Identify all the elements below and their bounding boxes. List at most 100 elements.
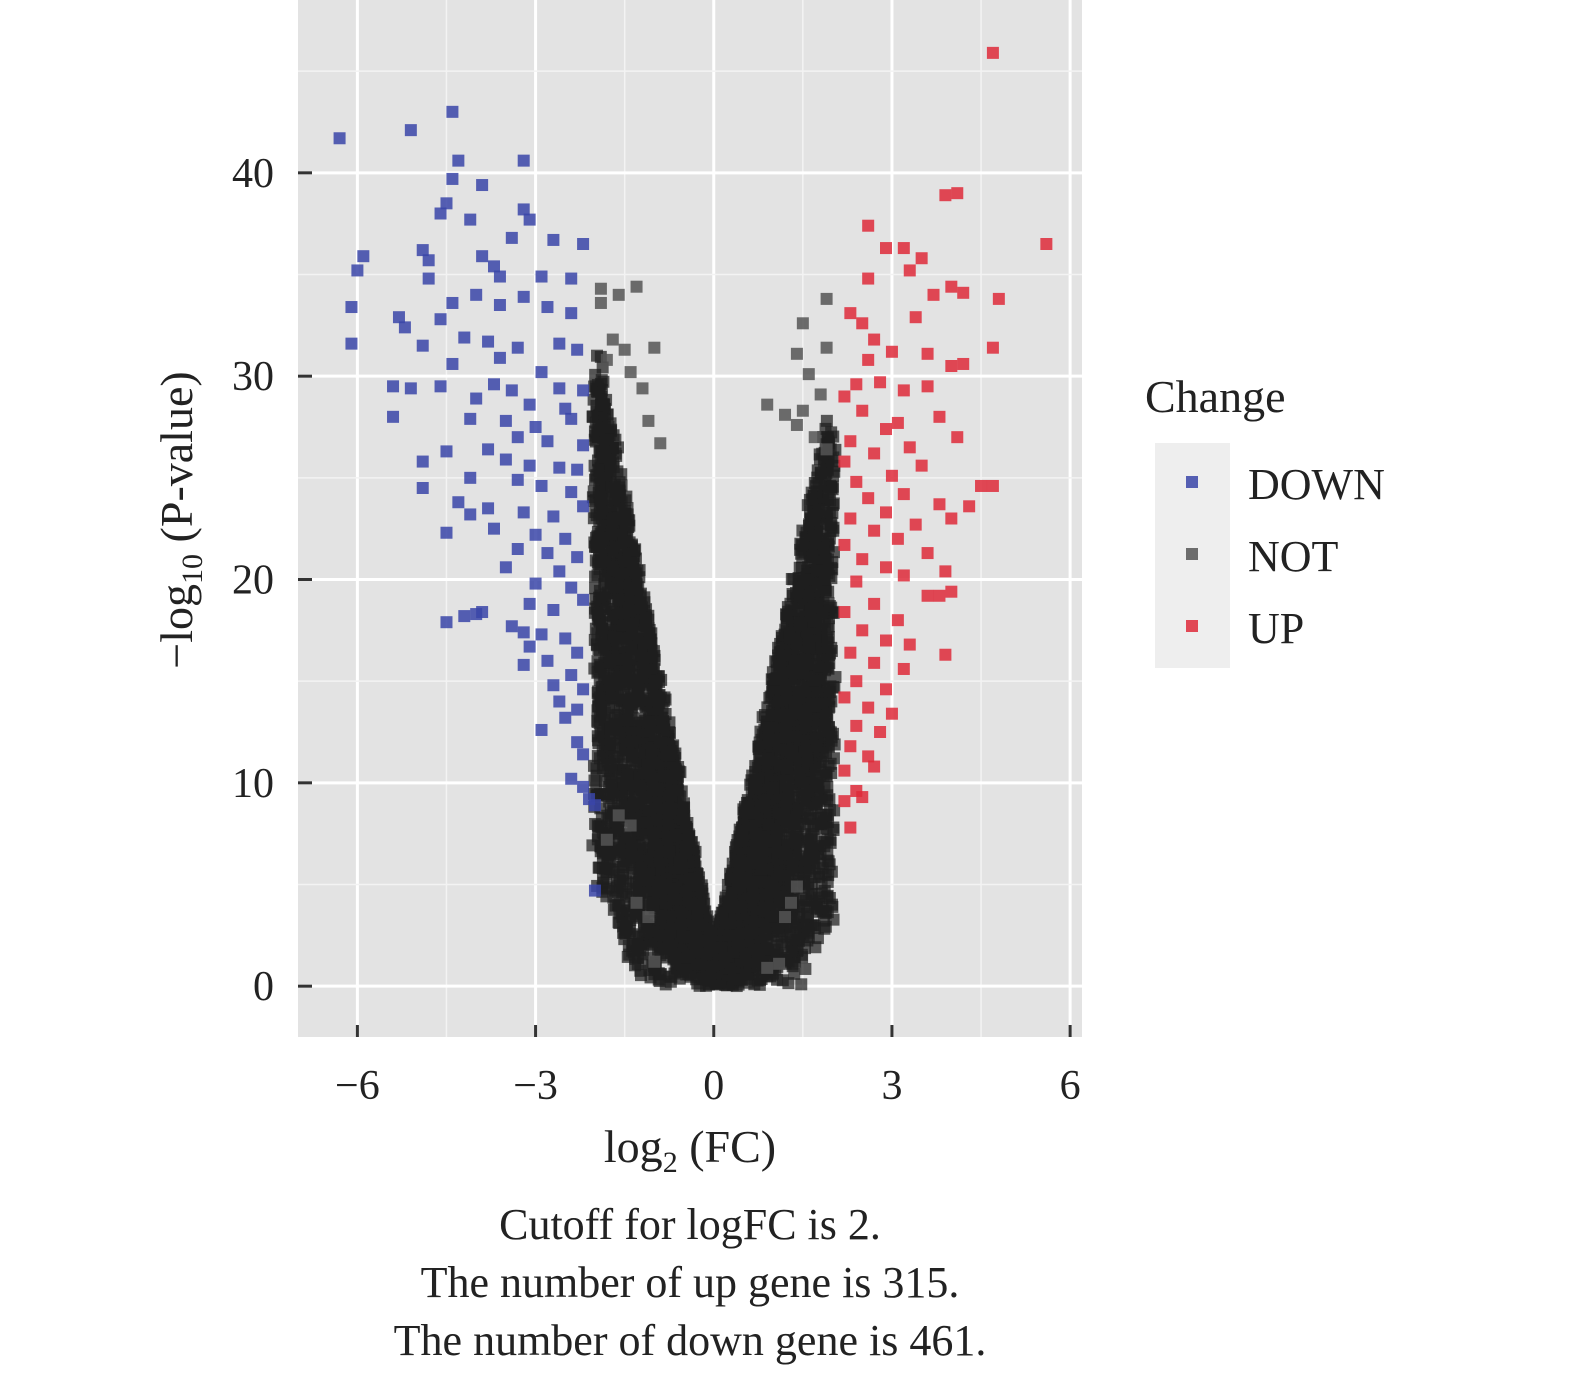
- not-point: [805, 486, 818, 499]
- not-point: [611, 824, 624, 837]
- not-point: [788, 818, 801, 831]
- not-point: [808, 477, 821, 490]
- not-point: [795, 616, 808, 629]
- not-point: [821, 875, 834, 888]
- not-point: [595, 374, 608, 387]
- not-point: [662, 819, 675, 832]
- not-point: [602, 421, 615, 434]
- not-point: [814, 467, 827, 480]
- not-point: [642, 694, 655, 707]
- not-point: [817, 914, 830, 927]
- not-point: [828, 804, 841, 817]
- not-point: [825, 645, 838, 658]
- not-point: [820, 747, 833, 760]
- not-point: [632, 940, 645, 953]
- not-point: [811, 932, 824, 945]
- data-points: [333, 46, 1053, 993]
- not-point: [631, 907, 644, 920]
- not-point: [792, 586, 805, 599]
- not-point: [805, 833, 818, 846]
- not-point: [605, 758, 618, 771]
- not-point: [677, 797, 690, 810]
- not-point: [607, 891, 620, 904]
- not-point: [802, 926, 815, 939]
- not-point: [732, 870, 745, 883]
- not-point: [780, 722, 793, 735]
- not-point: [650, 813, 663, 826]
- not-point: [818, 573, 831, 586]
- not-point: [825, 865, 838, 878]
- not-point: [620, 640, 633, 653]
- not-point: [736, 829, 749, 842]
- not-point: [624, 828, 637, 841]
- not-point: [821, 794, 834, 807]
- not-point: [601, 672, 614, 685]
- not-point: [639, 611, 652, 624]
- not-point: [821, 553, 834, 566]
- not-point: [589, 592, 602, 605]
- not-point: [788, 967, 801, 980]
- not-point: [801, 754, 814, 767]
- not-point: [599, 433, 612, 446]
- not-point: [654, 875, 667, 888]
- not-point: [591, 655, 604, 668]
- not-point: [621, 714, 634, 727]
- not-point: [802, 637, 815, 650]
- not-point: [747, 891, 760, 904]
- not-point: [738, 800, 751, 813]
- not-point: [797, 575, 810, 588]
- not-point: [591, 627, 604, 640]
- not-point: [808, 801, 821, 814]
- not-point: [780, 608, 793, 621]
- not-point: [812, 503, 825, 516]
- not-point: [809, 941, 822, 954]
- not-point: [779, 780, 792, 793]
- not-point: [822, 485, 835, 498]
- not-point: [749, 875, 762, 888]
- not-point: [635, 601, 648, 614]
- not-point: [591, 716, 604, 729]
- not-point: [825, 766, 838, 779]
- not-point: [664, 910, 677, 923]
- not-point: [592, 665, 605, 678]
- not-point: [651, 886, 664, 899]
- not-point: [592, 463, 605, 476]
- not-point: [795, 978, 808, 991]
- not-point: [820, 414, 833, 427]
- not-point: [821, 854, 834, 867]
- not-point: [587, 485, 600, 498]
- not-point: [815, 697, 828, 710]
- not-point: [655, 802, 668, 815]
- not-point: [591, 730, 604, 743]
- not-point: [782, 977, 795, 990]
- not-point: [775, 869, 788, 882]
- not-point: [821, 634, 834, 647]
- not-point: [634, 779, 647, 792]
- not-point: [589, 817, 602, 830]
- not-point: [610, 631, 623, 644]
- not-point: [759, 927, 772, 940]
- not-point: [825, 734, 838, 747]
- not-point: [762, 752, 775, 765]
- not-point: [810, 902, 823, 915]
- not-point: [795, 561, 808, 574]
- not-point: [637, 952, 650, 965]
- not-point: [607, 701, 620, 714]
- not-point: [618, 535, 631, 548]
- not-point: [827, 524, 840, 537]
- not-point: [617, 680, 630, 693]
- not-point: [593, 507, 606, 520]
- not-point: [772, 807, 785, 820]
- not-point: [727, 946, 740, 959]
- not-point: [600, 868, 613, 881]
- not-point: [618, 933, 631, 946]
- not-point: [768, 943, 781, 956]
- not-point: [748, 807, 761, 820]
- not-point: [782, 791, 795, 804]
- not-point: [822, 585, 835, 598]
- not-point: [817, 541, 830, 554]
- not-point: [779, 731, 792, 744]
- not-point: [609, 433, 622, 446]
- not-point: [804, 604, 817, 617]
